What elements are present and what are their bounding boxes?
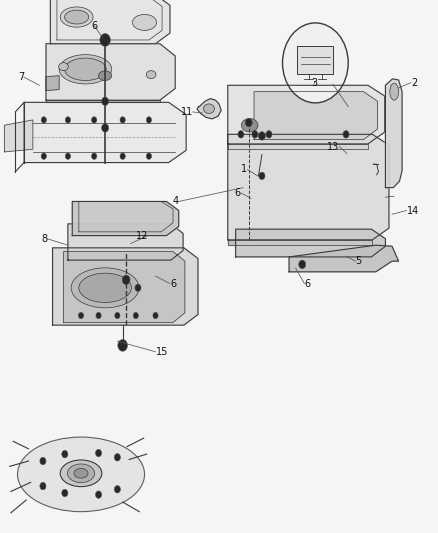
Ellipse shape [71,268,139,308]
Bar [297,46,333,74]
Ellipse shape [74,469,88,478]
Circle shape [258,132,265,140]
Polygon shape [24,102,186,163]
Circle shape [95,491,102,498]
Ellipse shape [132,14,157,30]
Polygon shape [228,240,372,245]
Polygon shape [228,144,368,149]
Circle shape [40,457,46,465]
Circle shape [92,117,97,123]
Ellipse shape [18,437,145,512]
Circle shape [146,153,152,159]
Circle shape [102,97,109,106]
Text: 6: 6 [304,279,311,288]
Polygon shape [385,79,402,188]
Text: 8: 8 [41,234,47,244]
Circle shape [115,312,120,319]
Circle shape [65,117,71,123]
Circle shape [343,131,349,138]
Text: 5: 5 [356,256,362,266]
Text: 2: 2 [411,78,417,87]
Ellipse shape [67,464,95,483]
Polygon shape [46,100,160,102]
Ellipse shape [99,71,112,80]
Text: 6: 6 [235,188,241,198]
Ellipse shape [241,118,258,132]
Polygon shape [4,120,33,152]
Polygon shape [46,44,175,100]
Text: 13: 13 [327,142,339,151]
Text: 6: 6 [91,21,97,30]
Circle shape [122,275,130,285]
Polygon shape [53,248,198,325]
Ellipse shape [59,63,68,70]
Circle shape [62,450,68,458]
Ellipse shape [59,54,112,84]
Text: 11: 11 [180,107,193,117]
Circle shape [120,153,125,159]
Circle shape [118,340,127,351]
Circle shape [299,260,306,269]
Ellipse shape [60,7,93,27]
Circle shape [259,172,265,180]
Text: 14: 14 [406,206,419,215]
Circle shape [135,284,141,292]
Circle shape [114,486,120,493]
Polygon shape [254,92,378,140]
Circle shape [100,34,110,46]
Ellipse shape [390,83,399,100]
Polygon shape [50,0,170,44]
Text: 3: 3 [311,78,318,87]
Circle shape [133,312,138,319]
Polygon shape [228,85,385,144]
Circle shape [95,449,102,457]
Ellipse shape [146,70,156,79]
Ellipse shape [64,58,106,80]
Circle shape [102,124,109,132]
Text: 1: 1 [241,165,247,174]
Circle shape [153,312,158,319]
Circle shape [114,454,120,461]
Circle shape [92,153,97,159]
Text: 12: 12 [136,231,148,240]
Circle shape [146,117,152,123]
Circle shape [41,117,46,123]
Circle shape [65,153,71,159]
Circle shape [283,23,348,103]
Circle shape [120,117,125,123]
Text: 4: 4 [173,197,179,206]
Text: 7: 7 [18,72,24,82]
Circle shape [96,312,101,319]
Polygon shape [228,134,389,240]
Text: 6: 6 [170,279,176,288]
Circle shape [78,312,84,319]
Circle shape [252,131,258,138]
Polygon shape [197,99,221,119]
Polygon shape [68,224,183,260]
Polygon shape [289,245,399,272]
Ellipse shape [203,104,214,114]
Polygon shape [46,76,59,91]
Text: 15: 15 [155,347,168,357]
Circle shape [266,131,272,138]
Circle shape [40,482,46,490]
Polygon shape [64,252,185,322]
Ellipse shape [79,273,131,303]
Circle shape [238,131,244,138]
Ellipse shape [60,460,102,487]
Polygon shape [72,201,179,236]
Polygon shape [236,229,385,257]
Circle shape [62,489,68,497]
Circle shape [41,153,46,159]
Circle shape [245,118,252,127]
Ellipse shape [64,10,88,24]
